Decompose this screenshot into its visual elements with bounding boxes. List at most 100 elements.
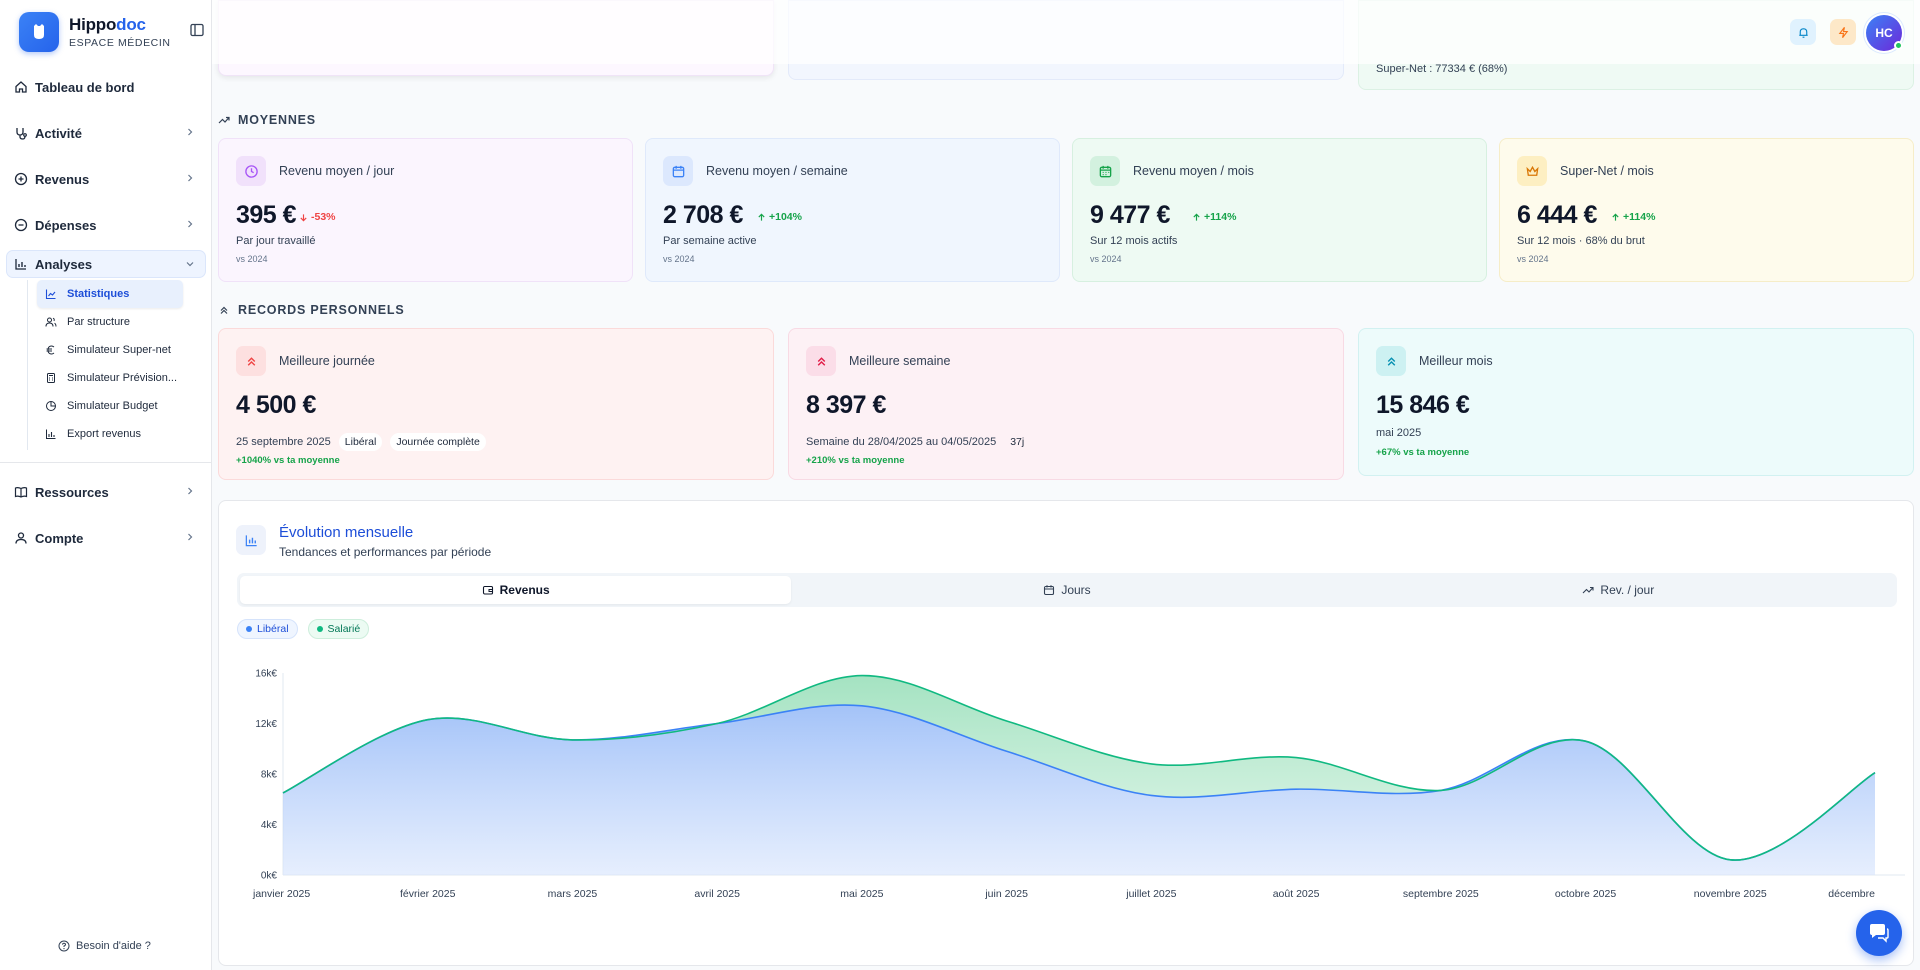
card-value: 6 444 € xyxy=(1517,201,1597,229)
legend-liberal[interactable]: Libéral xyxy=(237,619,298,639)
y-tick-label: 16k€ xyxy=(255,669,277,680)
card-foot: +210% vs ta moyenne xyxy=(806,455,905,466)
chart-legend: Libéral Salarié xyxy=(237,619,379,639)
sub-simulateur-prevision[interactable]: Simulateur Prévision... xyxy=(37,364,212,392)
submenu-line xyxy=(27,280,28,450)
sub-label: Par structure xyxy=(67,316,130,328)
x-tick-label: avril 2025 xyxy=(694,888,740,900)
main-content: Super-Net : 77334 € (68%) HC MOYENNES Re… xyxy=(212,0,1920,970)
badge-duration: 37j xyxy=(1010,436,1025,448)
legend-dot xyxy=(316,626,323,632)
card-label: Meilleure journée xyxy=(279,354,375,368)
trending-up-icon xyxy=(1583,586,1594,594)
chevron-down-icon xyxy=(186,262,194,267)
nav-account[interactable]: Compte xyxy=(0,515,212,561)
tab-revenus[interactable]: Revenus xyxy=(240,576,792,604)
calendar-icon xyxy=(663,156,693,186)
sub-statistiques[interactable]: Statistiques xyxy=(37,280,183,308)
chevron-right-icon xyxy=(188,487,193,495)
sub-label: Simulateur Prévision... xyxy=(67,372,178,384)
card-foot: vs 2024 xyxy=(1090,254,1122,264)
record-card-month: Meilleur mois 15 846 € mai 2025 +67% vs … xyxy=(1358,328,1914,476)
legend-dot xyxy=(246,626,252,632)
euro-icon xyxy=(45,344,57,356)
stethoscope-icon xyxy=(14,126,28,140)
revenue-area-chart: 0k€ 4k€ 8k€ 12k€ 16k€ janvier 2025 février 202… xyxy=(252,669,1905,900)
avg-card-week: Revenu moyen / semaine 2 708 € +104% Par… xyxy=(645,138,1060,282)
card-value: 15 846 € xyxy=(1376,391,1470,419)
analyses-submenu: Statistiques Par structure Simulateur Su… xyxy=(0,280,212,450)
sub-simulateur-super-net[interactable]: Simulateur Super-net xyxy=(37,336,212,364)
record-card-week: Meilleure semaine 8 397 € Semaine du 28/… xyxy=(788,328,1344,480)
brand-name: Hippodoc xyxy=(69,15,146,34)
sub-par-structure[interactable]: Par structure xyxy=(37,308,212,336)
chevron-right-icon xyxy=(188,533,193,541)
bar-chart-icon xyxy=(45,428,57,440)
nav-dashboard[interactable]: Tableau de bord xyxy=(0,64,212,110)
notifications-button[interactable] xyxy=(1790,19,1816,45)
chart-title: Évolution mensuelle xyxy=(279,524,414,541)
nav-label: Activité xyxy=(35,125,82,141)
card-label: Revenu moyen / semaine xyxy=(706,164,848,178)
divider xyxy=(0,462,212,463)
tab-jours[interactable]: Jours xyxy=(791,576,1342,604)
y-tick-label: 4k€ xyxy=(261,820,278,831)
card-foot: +1040% vs ta moyenne xyxy=(236,455,340,466)
user-avatar[interactable]: HC xyxy=(1866,15,1903,51)
clock-icon xyxy=(236,156,266,186)
card-value: 9 477 € xyxy=(1090,201,1170,229)
sub-label: Export revenus xyxy=(67,428,141,440)
nav-label: Compte xyxy=(35,530,84,546)
crown-icon xyxy=(1517,156,1547,186)
card-label: Revenu moyen / mois xyxy=(1133,164,1254,178)
nav-activity[interactable]: Activité xyxy=(0,110,212,156)
chevron-right-icon xyxy=(188,174,193,182)
arrow-down-icon xyxy=(300,213,307,221)
card-sub: Semaine du 28/04/2025 au 04/05/2025 37j xyxy=(806,433,1030,451)
tab-rev-jour[interactable]: Rev. / jour xyxy=(1343,576,1894,604)
users-icon xyxy=(45,316,57,328)
card-sub: Par semaine active xyxy=(663,235,757,247)
x-tick-label: octobre 2025 xyxy=(1555,888,1616,900)
avg-card-day: Revenu moyen / jour 395 € -53% Par jour … xyxy=(218,138,633,282)
x-tick-label: mars 2025 xyxy=(548,888,598,900)
card-value: 8 397 € xyxy=(806,391,886,419)
main-nav: Tableau de bord Activité Revenus Dépense… xyxy=(0,64,212,561)
card-sub: Par jour travaillé xyxy=(236,235,316,247)
sub-simulateur-budget[interactable]: Simulateur Budget xyxy=(37,392,212,420)
arrow-up-icon xyxy=(758,213,765,221)
brand-subtitle: ESPACE MÉDECIN xyxy=(69,37,171,49)
online-status-dot xyxy=(1894,41,1903,50)
chevron-right-icon xyxy=(188,220,193,228)
averages-section-title: MOYENNES xyxy=(218,113,316,127)
card-label: Meilleur mois xyxy=(1419,354,1493,368)
sub-export-revenus[interactable]: Export revenus xyxy=(37,420,212,448)
sidebar-toggle-icon[interactable] xyxy=(190,23,204,37)
card-sub: Sur 12 mois actifs xyxy=(1090,235,1178,247)
header-bar xyxy=(212,0,1920,64)
brand[interactable]: Hippodoc ESPACE MÉDECIN xyxy=(19,12,171,52)
sub-label: Simulateur Super-net xyxy=(67,344,171,356)
sidebar: Hippodoc ESPACE MÉDECIN Tableau de bord … xyxy=(0,0,212,970)
help-link[interactable]: Besoin d'aide ? xyxy=(58,940,151,952)
nav-label: Tableau de bord xyxy=(35,79,135,95)
card-label: Super-Net / mois xyxy=(1560,164,1654,178)
nav-revenue[interactable]: Revenus xyxy=(0,156,212,202)
avatar-initials: HC xyxy=(1875,26,1893,40)
trending-up-icon xyxy=(218,116,230,124)
series-salarie-area xyxy=(283,675,1875,861)
series-salarie-line xyxy=(282,674,1876,861)
avg-card-supernet: Super-Net / mois 6 444 € +114% Sur 12 mo… xyxy=(1499,138,1914,282)
quick-actions-button[interactable] xyxy=(1830,19,1856,45)
nav-resources[interactable]: Ressources xyxy=(0,469,212,515)
badge-full-day: Journée complète xyxy=(390,433,486,451)
nav-expenses[interactable]: Dépenses xyxy=(0,202,212,248)
card-delta: +104% xyxy=(757,211,802,223)
card-value: 2 708 € xyxy=(663,201,743,229)
bell-icon xyxy=(1798,27,1808,38)
x-tick-label: janvier 2025 xyxy=(252,888,310,900)
legend-salarie[interactable]: Salarié xyxy=(307,619,370,639)
nav-analyses[interactable]: Analyses xyxy=(6,250,206,278)
chat-support-button[interactable] xyxy=(1856,910,1902,956)
card-label: Revenu moyen / jour xyxy=(279,164,395,178)
